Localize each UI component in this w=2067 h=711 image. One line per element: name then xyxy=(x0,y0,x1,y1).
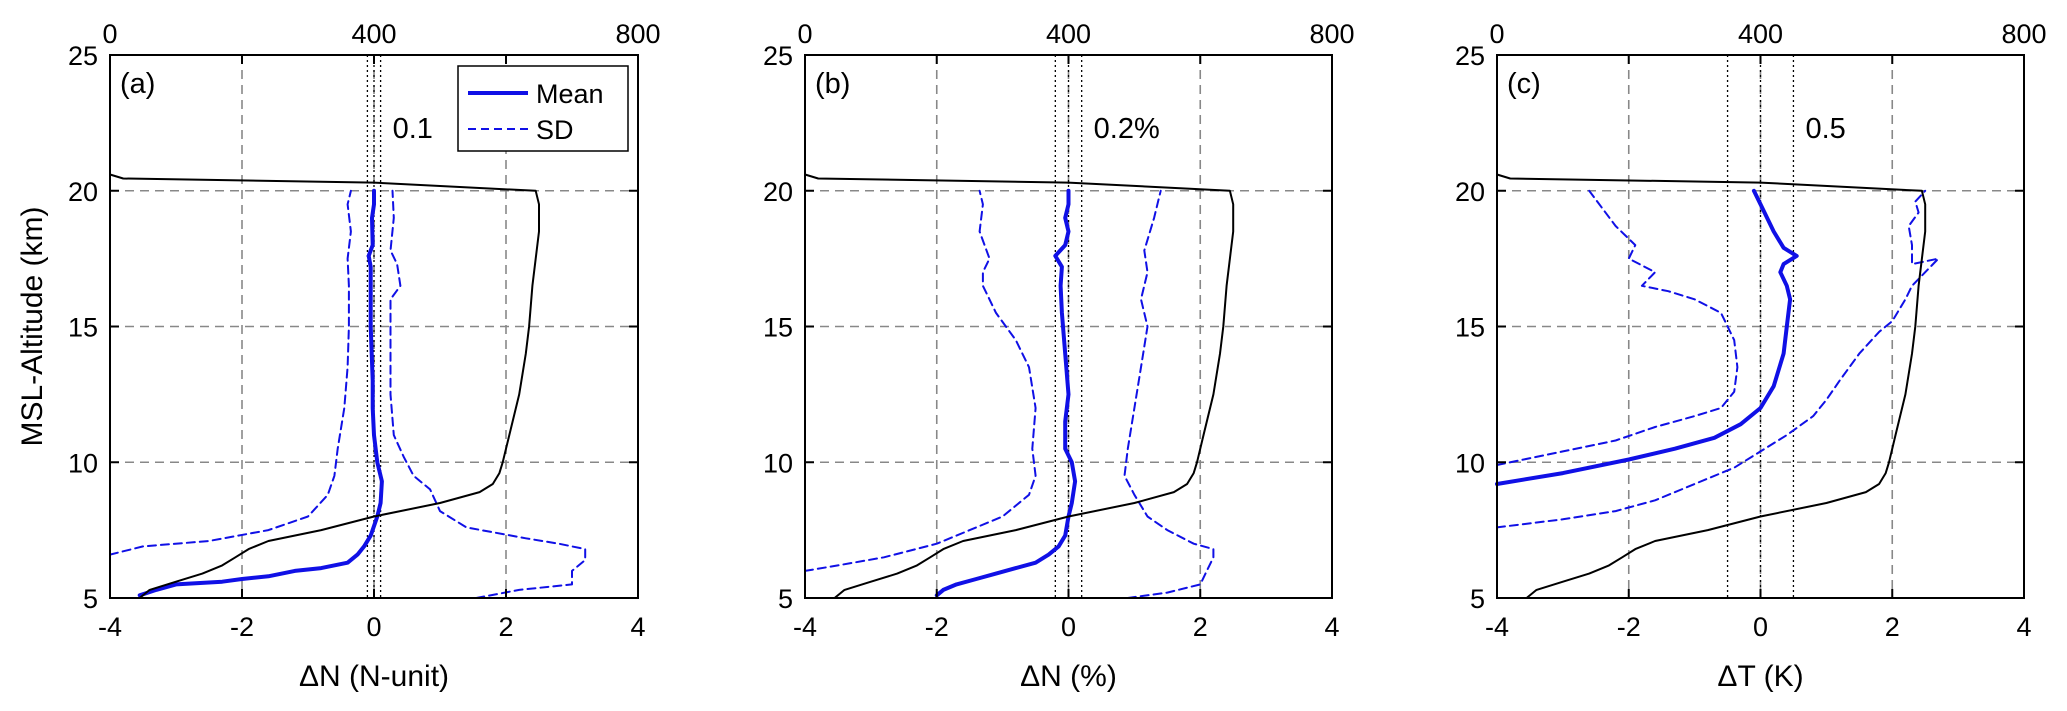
x-axis-label: ΔN (%) xyxy=(1020,660,1117,693)
y-tick-label: 25 xyxy=(68,41,98,71)
y-tick-label: 15 xyxy=(1455,313,1485,343)
panel-label: (b) xyxy=(815,68,850,100)
x-tick-label: 0 xyxy=(366,612,381,642)
y-tick-label: 15 xyxy=(68,313,98,343)
series-line-mean xyxy=(934,188,1078,598)
x-tick-label: 0 xyxy=(1753,612,1768,642)
series-line-sd xyxy=(1496,189,1739,466)
y-tick-label: 15 xyxy=(763,313,793,343)
x-tick-label: -2 xyxy=(925,612,949,642)
x-tick-label: 2 xyxy=(498,612,513,642)
legend-label-mean: Mean xyxy=(536,79,604,109)
y-tick-label: 10 xyxy=(763,448,793,478)
series-line-sd xyxy=(1496,189,1940,529)
x-tick-label: 4 xyxy=(2016,612,2031,642)
top-x-tick-label: 0 xyxy=(797,19,812,49)
top-x-tick-label: 400 xyxy=(1738,19,1783,49)
series-line-sd xyxy=(804,189,1037,572)
y-tick-label: 10 xyxy=(1455,448,1485,478)
series-line-sample-count xyxy=(1496,173,1927,599)
threshold-label: 0.1 xyxy=(393,113,433,145)
top-x-tick-label: 0 xyxy=(1489,19,1504,49)
top-x-tick-label: 800 xyxy=(2001,19,2046,49)
x-tick-label: 4 xyxy=(1324,612,1339,642)
series-line-mean xyxy=(1495,188,1799,486)
series-line-mean xyxy=(137,188,384,598)
panel-label: (a) xyxy=(120,68,155,100)
legend: Mean SD xyxy=(457,65,629,152)
series-line-sd xyxy=(109,189,352,556)
top-x-tick-label: 800 xyxy=(615,19,660,49)
x-axis-label: ΔN (N-unit) xyxy=(299,660,449,693)
x-tick-label: -2 xyxy=(1617,612,1641,642)
series-line-sd xyxy=(389,189,587,599)
panel-label: (c) xyxy=(1507,68,1541,100)
y-tick-label: 5 xyxy=(1470,584,1485,614)
y-tick-label: 5 xyxy=(83,584,98,614)
legend-label-sd: SD xyxy=(536,115,574,145)
series-line-sd xyxy=(1123,189,1215,599)
y-tick-label: 20 xyxy=(1455,177,1485,207)
top-x-tick-label: 400 xyxy=(351,19,396,49)
legend-box xyxy=(457,65,629,152)
x-tick-label: 0 xyxy=(1061,612,1076,642)
series-line-sample-count xyxy=(109,173,540,599)
x-axis-label: ΔT (K) xyxy=(1717,660,1803,693)
x-tick-label: -4 xyxy=(1485,612,1509,642)
top-x-tick-label: 400 xyxy=(1046,19,1091,49)
x-tick-label: -4 xyxy=(793,612,817,642)
y-tick-label: 10 xyxy=(68,448,98,478)
y-tick-label: 20 xyxy=(68,177,98,207)
y-tick-label: 25 xyxy=(763,41,793,71)
series-line-sample-count xyxy=(804,173,1235,599)
y-tick-label: 20 xyxy=(763,177,793,207)
x-tick-label: 2 xyxy=(1885,612,1900,642)
top-x-tick-label: 800 xyxy=(1309,19,1354,49)
threshold-label: 0.2% xyxy=(1094,113,1160,145)
y-tick-label: 5 xyxy=(778,584,793,614)
y-axis-label: MSL-Altitude (km) xyxy=(16,206,49,446)
x-tick-label: 2 xyxy=(1193,612,1208,642)
top-x-tick-label: 0 xyxy=(102,19,117,49)
x-tick-label: -2 xyxy=(230,612,254,642)
y-tick-label: 25 xyxy=(1455,41,1485,71)
x-tick-label: -4 xyxy=(98,612,122,642)
threshold-label: 0.5 xyxy=(1805,113,1845,145)
x-tick-label: 4 xyxy=(630,612,645,642)
